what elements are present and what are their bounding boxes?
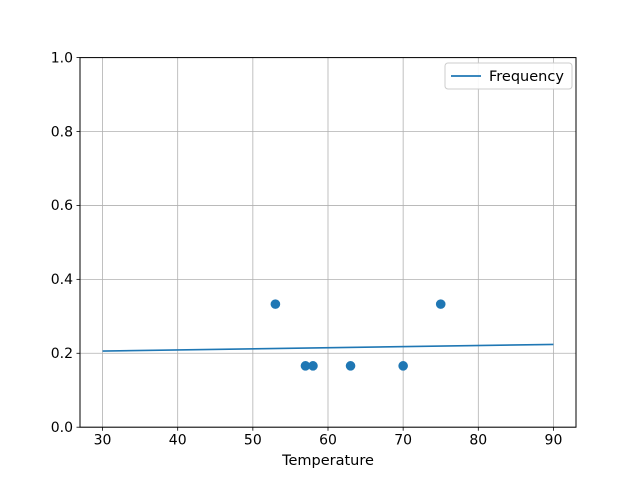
scatter-point <box>345 361 356 371</box>
y-tick-label: 0.2 <box>51 346 73 362</box>
y-tick-label: 0.4 <box>51 272 73 288</box>
chart-generated-layer: 30 40 50 60 70 80 90 0.0 0.2 0.4 0.6 0.8 1.0 Frequenc… <box>51 50 577 449</box>
legend-frame <box>444 62 573 90</box>
y-tick-label: 0.0 <box>51 420 73 436</box>
scatter-point <box>300 361 311 371</box>
x-tick-label: 90 <box>545 433 563 449</box>
trend-line <box>102 343 554 352</box>
legend: Frequency <box>444 62 573 90</box>
scatter-point <box>270 299 281 309</box>
scatter-point <box>308 361 318 371</box>
x-tick-label: 70 <box>394 433 412 449</box>
y-tick-label: 0.6 <box>51 198 73 214</box>
x-tick-label: 40 <box>169 433 187 449</box>
legend-label: Frequency <box>489 69 564 85</box>
x-tick-label: 30 <box>94 433 112 449</box>
x-tick-label: 80 <box>469 433 487 449</box>
x-axis-label: Temperature <box>281 453 374 469</box>
y-tick-label: 0.8 <box>51 124 73 140</box>
y-tick-label: 1.0 <box>51 50 73 66</box>
x-tick-label: 60 <box>319 433 337 449</box>
scatter-point <box>435 299 446 309</box>
x-tick-label: 50 <box>244 433 262 449</box>
scatter-point <box>398 361 408 371</box>
